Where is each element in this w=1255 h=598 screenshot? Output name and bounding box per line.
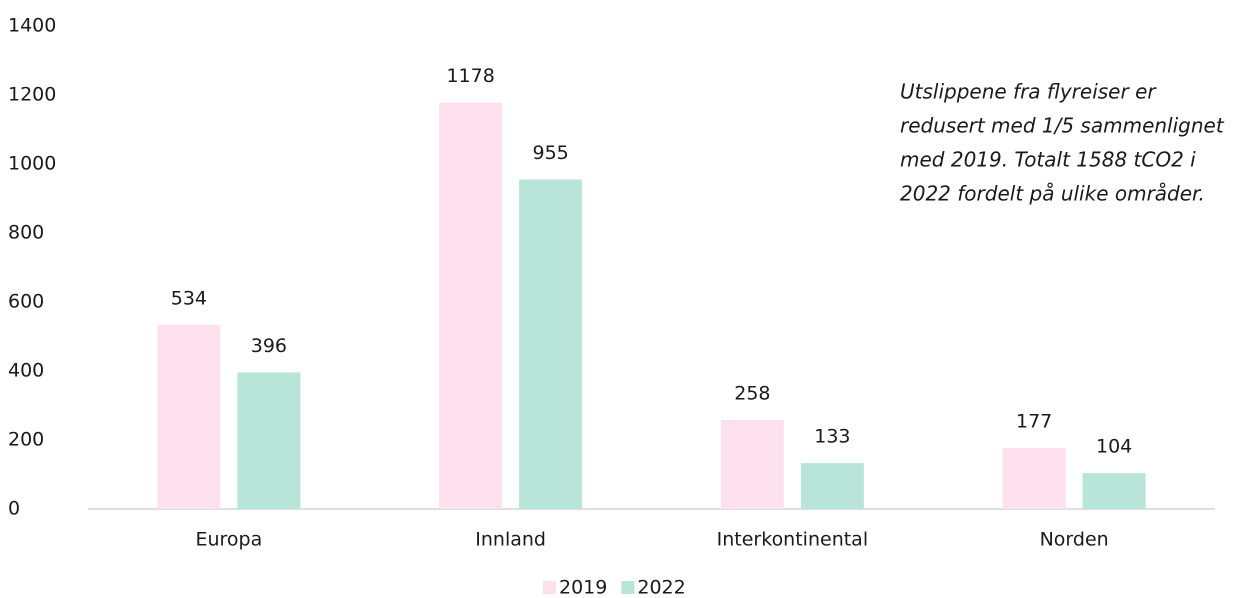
data-label: 133: [814, 426, 850, 448]
x-tick-label: Europa: [195, 529, 262, 551]
bar: [439, 102, 503, 509]
data-label: 396: [251, 335, 287, 357]
legend-label: 2019: [559, 577, 607, 598]
y-tick-label: 1400: [8, 15, 56, 37]
legend-swatch: [543, 581, 556, 594]
y-tick-label: 1200: [8, 84, 56, 106]
bar: [157, 324, 221, 509]
y-tick-label: 1000: [8, 153, 56, 175]
annotation: redusert med 1/5 sammenlignet: [900, 114, 1225, 138]
x-tick-label: Norden: [1040, 529, 1109, 551]
y-tick-label: 0: [8, 498, 20, 520]
y-tick-label: 200: [8, 429, 44, 451]
x-tick-label: Interkontinental: [717, 529, 868, 551]
legend-label: 2022: [637, 577, 685, 598]
y-tick-label: 600: [8, 291, 44, 313]
data-label: 177: [1016, 410, 1052, 432]
bar: [519, 179, 583, 509]
y-tick-label: 400: [8, 360, 44, 382]
data-label: 104: [1096, 436, 1132, 458]
bar: [720, 419, 784, 509]
bar: [800, 463, 864, 509]
legend-swatch: [621, 581, 635, 594]
bar: [1082, 473, 1146, 509]
annotation: Utslippene fra flyreiser er: [900, 80, 1157, 104]
bar: [1002, 447, 1066, 509]
bar: [237, 372, 301, 509]
annotation: med 2019. Totalt 1588 tCO2 i: [900, 148, 1196, 172]
data-label: 1178: [446, 65, 494, 87]
data-label: 955: [532, 142, 568, 164]
annotation: 2022 fordelt på ulike områder.: [900, 182, 1205, 206]
data-label: 534: [171, 287, 207, 309]
y-tick-label: 800: [8, 222, 44, 244]
x-tick-label: Innland: [475, 529, 546, 551]
data-label: 258: [734, 382, 770, 404]
